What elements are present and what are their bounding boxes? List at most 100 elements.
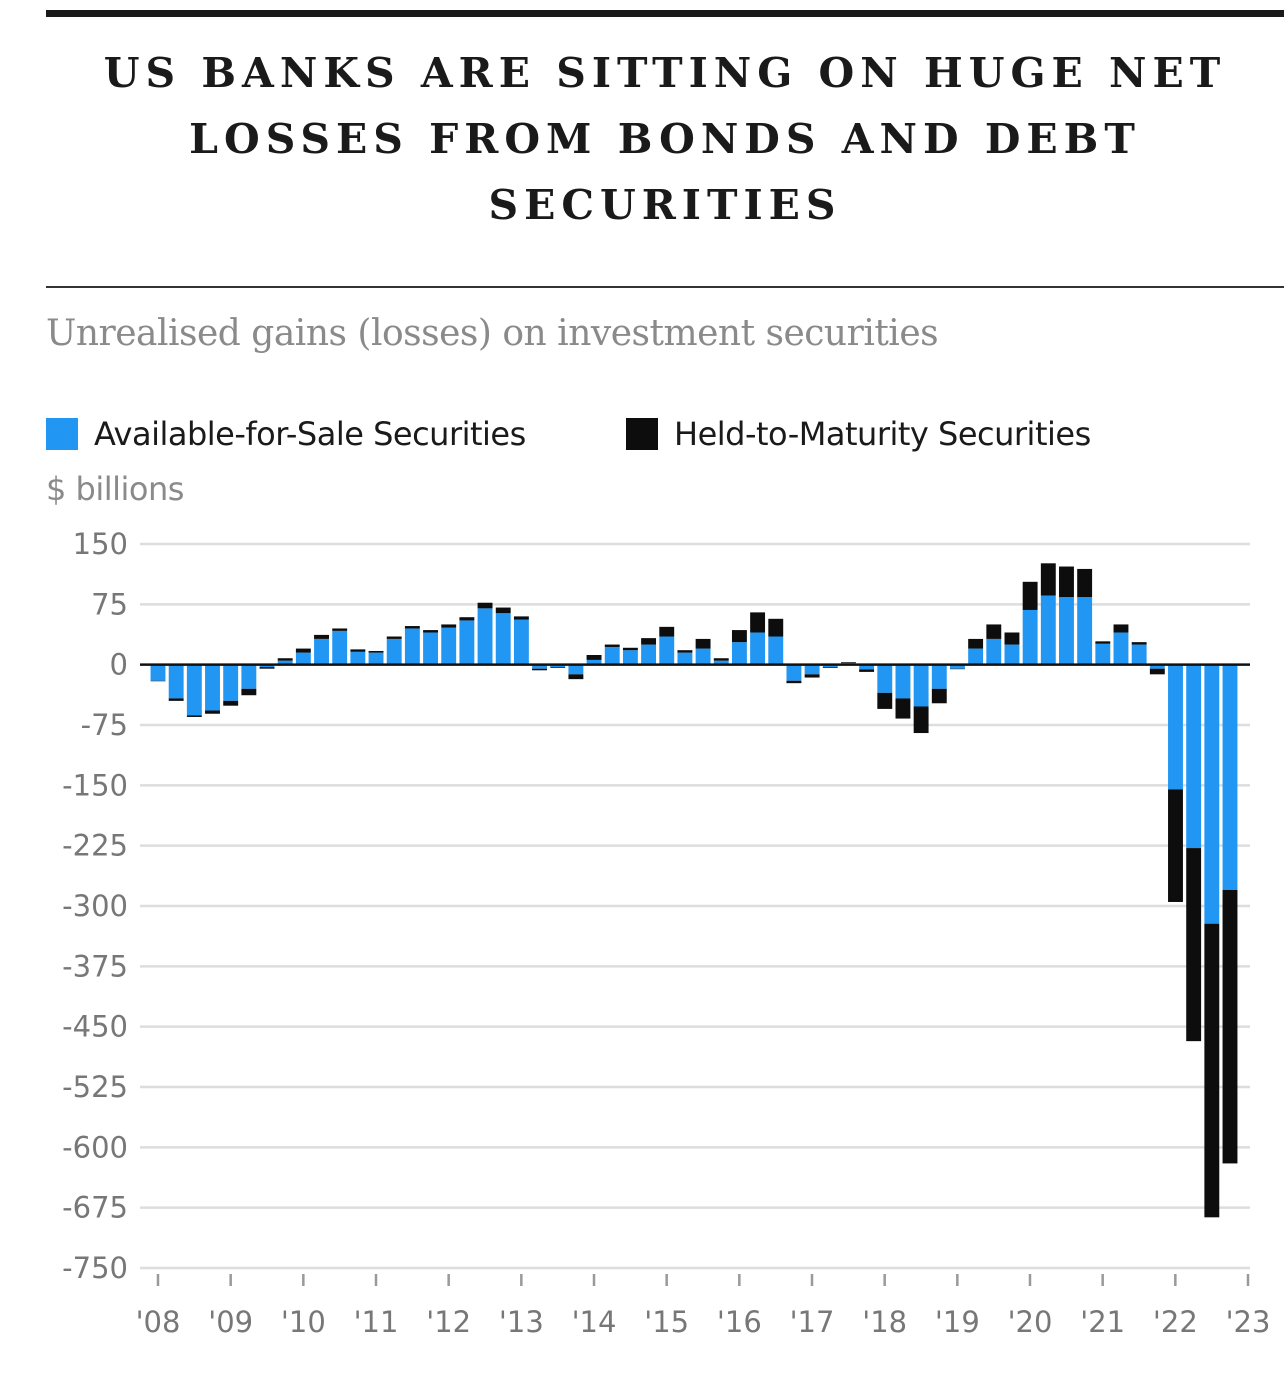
bar-afs xyxy=(168,664,184,699)
bar-htm xyxy=(804,674,820,678)
y-tick-label: -225 xyxy=(62,829,128,863)
bar-afs xyxy=(513,619,529,665)
bar-htm xyxy=(459,617,475,621)
bar-htm xyxy=(877,692,893,709)
bar-htm xyxy=(477,602,493,609)
divider-rule xyxy=(46,286,1284,288)
y-axis-unit: $ billions xyxy=(46,470,184,508)
bar-htm xyxy=(950,668,965,670)
bar-htm xyxy=(931,688,947,704)
bar-afs xyxy=(441,627,457,665)
bar-htm xyxy=(968,638,984,649)
y-tick-label: 150 xyxy=(73,527,128,561)
x-axis: '08 '09 '10 '11 '12 '13 '14 '15 '16 '17 '18 '19 '20 '… xyxy=(136,1274,1270,1339)
bar-htm xyxy=(532,668,548,671)
bar-htm xyxy=(986,624,1002,639)
bar-htm xyxy=(350,649,366,652)
x-tick-label: '14 xyxy=(572,1305,617,1339)
bar-afs xyxy=(205,664,220,711)
bar-htm xyxy=(314,634,329,639)
bar-afs xyxy=(295,652,311,665)
bar-afs xyxy=(986,638,1002,665)
x-tick-label: '21 xyxy=(1080,1305,1125,1339)
chart-subtitle: Unrealised gains (losses) on investment … xyxy=(46,313,939,354)
bar-htm xyxy=(677,650,693,653)
bar-htm xyxy=(659,626,675,637)
bar-afs xyxy=(1077,597,1093,665)
bar-htm xyxy=(713,658,729,661)
bar-afs xyxy=(1149,664,1165,669)
chart-title: US BANKS ARE SITTING ON HUGE NET LOSSES … xyxy=(46,40,1284,238)
bar-afs xyxy=(950,664,965,669)
title-line-3: SECURITIES xyxy=(488,181,842,229)
bar-htm xyxy=(1022,581,1038,610)
bar-afs xyxy=(1113,632,1129,665)
bar-htm xyxy=(1186,848,1202,1042)
bar-afs xyxy=(386,638,402,665)
bar-afs xyxy=(332,630,348,665)
x-tick-label: '19 xyxy=(935,1305,980,1339)
bar-htm xyxy=(368,650,384,653)
bar-htm xyxy=(641,638,657,645)
bar-htm xyxy=(786,680,802,684)
bar-htm xyxy=(277,658,293,661)
legend-item-afs: Available-for-Sale Securities xyxy=(46,415,526,453)
bar-afs xyxy=(622,650,638,665)
bar-afs xyxy=(731,642,747,665)
bar-afs xyxy=(659,636,675,665)
bar-afs xyxy=(1059,597,1074,665)
bar-afs xyxy=(913,664,929,707)
bar-htm xyxy=(859,669,875,672)
bar-afs xyxy=(532,664,548,669)
bar-htm xyxy=(150,680,166,682)
y-tick-label: -525 xyxy=(62,1070,128,1104)
legend: Available-for-Sale Securities Held-to-Ma… xyxy=(46,415,1246,465)
bar-htm xyxy=(622,647,638,651)
bar-chart: 150 75 0 -75 -150 -225 -300 -375 -450 -525 -600 -67… xyxy=(62,527,1270,1339)
bar-afs xyxy=(495,613,511,665)
bar-htm xyxy=(822,667,838,668)
bars xyxy=(150,563,1238,1218)
bar-afs xyxy=(404,628,420,665)
y-tick-label: 75 xyxy=(91,587,128,621)
bar-htm xyxy=(186,715,202,717)
x-tick-label: '12 xyxy=(426,1305,471,1339)
bar-htm xyxy=(768,618,784,637)
bar-htm xyxy=(750,612,766,633)
y-tick-label: -75 xyxy=(81,708,128,742)
bar-htm xyxy=(1059,566,1074,598)
x-tick-label: '20 xyxy=(1008,1305,1053,1339)
x-tick-label: '16 xyxy=(717,1305,762,1339)
bar-htm xyxy=(1222,889,1238,1164)
bar-htm xyxy=(259,667,275,669)
bar-afs xyxy=(1131,644,1147,665)
y-tick-label: -375 xyxy=(62,949,128,983)
bar-afs xyxy=(459,620,475,665)
x-tick-label: '17 xyxy=(790,1305,835,1339)
bar-htm xyxy=(586,655,602,660)
bar-htm xyxy=(495,607,511,614)
bar-afs xyxy=(314,638,329,665)
bar-htm xyxy=(604,644,620,647)
bar-afs xyxy=(877,664,893,693)
bar-afs xyxy=(768,636,784,665)
y-tick-label: -150 xyxy=(62,768,128,802)
x-tick-label: '18 xyxy=(862,1305,907,1339)
bar-afs xyxy=(1186,664,1202,849)
bar-afs xyxy=(368,652,384,665)
y-tick-label: -675 xyxy=(62,1191,128,1225)
bar-afs xyxy=(804,664,820,675)
y-tick-label: -600 xyxy=(62,1130,128,1164)
x-tick-label: '09 xyxy=(208,1305,253,1339)
legend-item-htm: Held-to-Maturity Securities xyxy=(626,415,1091,453)
bar-afs xyxy=(186,664,202,716)
legend-label-htm: Held-to-Maturity Securities xyxy=(674,415,1091,453)
bar-afs xyxy=(713,660,729,665)
bar-afs xyxy=(277,660,293,665)
bar-afs xyxy=(423,632,438,665)
bar-afs xyxy=(786,664,802,681)
bar-htm xyxy=(1004,632,1020,645)
y-tick-label: -750 xyxy=(62,1251,128,1285)
bar-afs xyxy=(677,652,693,665)
bar-htm xyxy=(513,616,529,620)
